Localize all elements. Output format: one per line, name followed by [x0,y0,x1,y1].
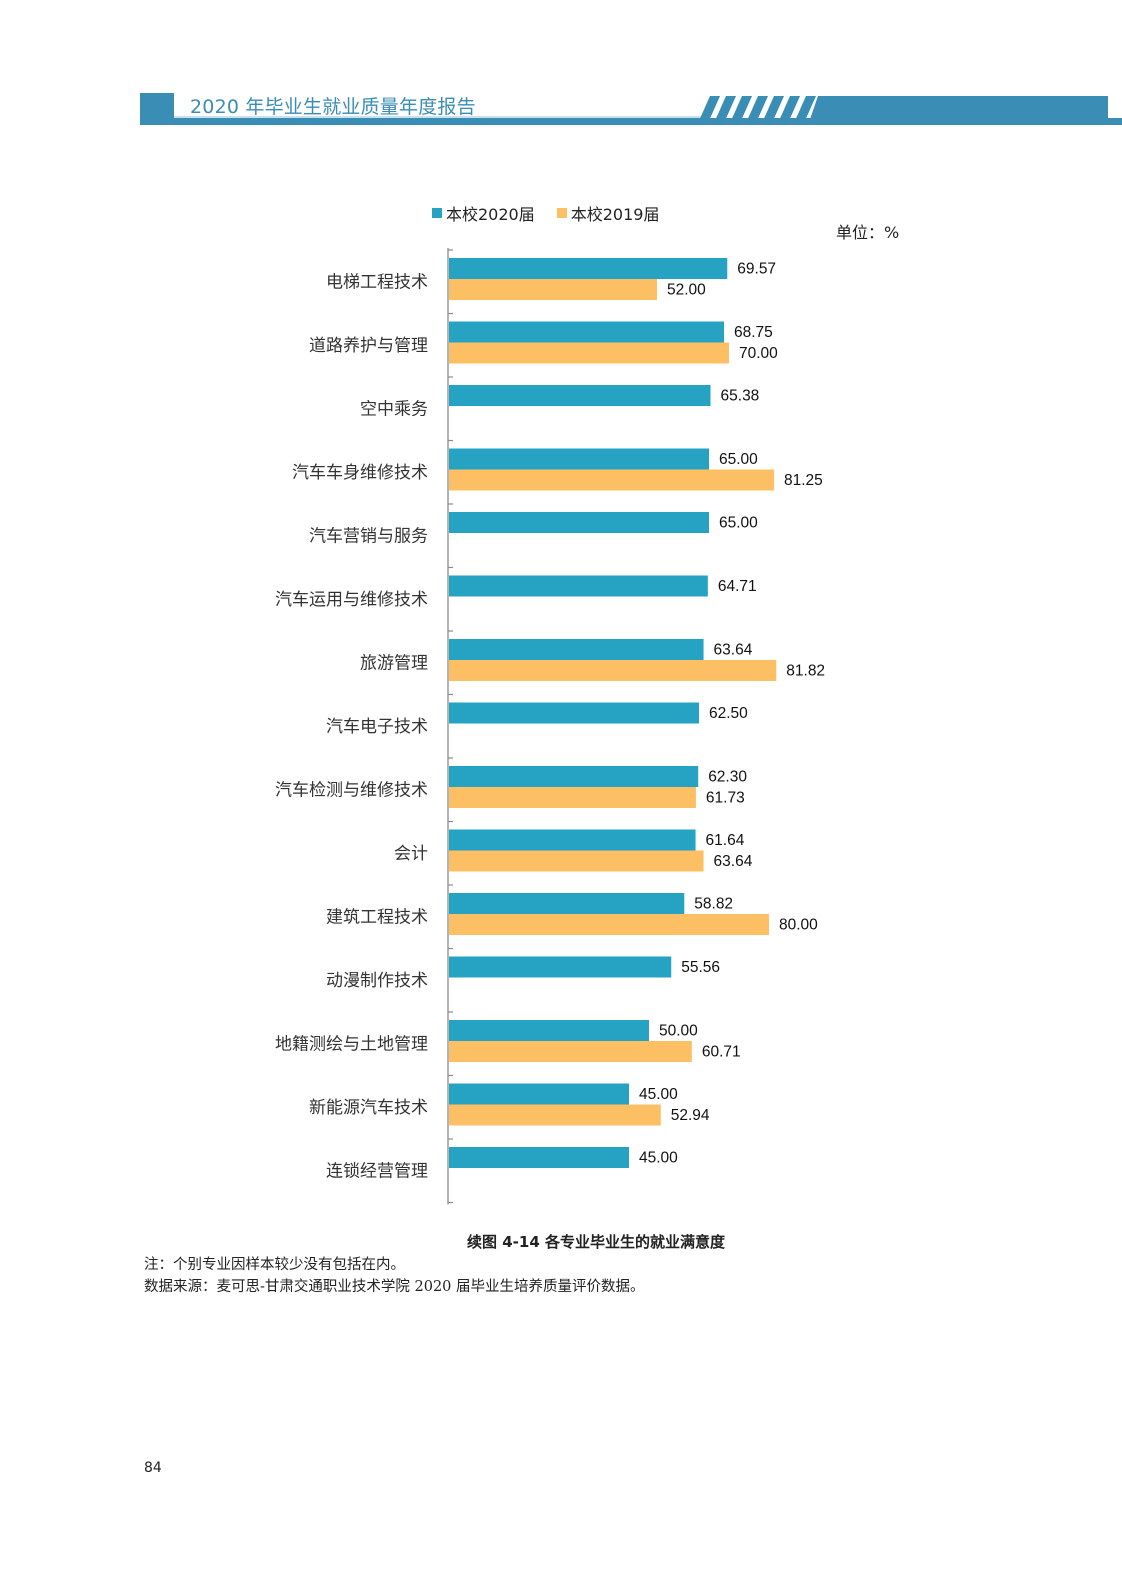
category-label: 汽车营销与服务 [309,526,428,546]
data-label-2020: 65.00 [719,451,758,468]
legend-label-2020: 本校2020届 [446,205,535,224]
legend-label-2019: 本校2019届 [570,205,660,224]
bar-2020 [449,258,728,279]
note-text: 注：个别专业因样本较少没有包括在内。 [144,1257,405,1273]
category-label: 汽车车身维修技术 [292,463,428,483]
category-label: 空中乘务 [360,399,428,419]
data-label-2019: 52.94 [671,1107,710,1124]
category-label: 新能源汽车技术 [309,1098,428,1118]
bar-2020 [449,1020,649,1041]
data-label-2020: 45.00 [639,1086,678,1103]
bar-2020 [449,321,724,343]
legend-swatch-2020 [432,208,442,218]
bar-2020 [449,893,685,914]
category-label: 地籍测绘与土地管理 [275,1034,428,1054]
category-label: 连锁经营管理 [326,1161,428,1181]
header-underline [174,118,704,125]
data-label-2020: 69.57 [737,261,776,278]
bar-2020 [449,512,709,533]
category-label: 动漫制作技术 [326,971,428,991]
data-label-2020: 65.00 [719,515,758,532]
bar-2019 [449,342,729,364]
category-label: 道路养护与管理 [309,336,428,356]
data-label-2019: 52.00 [667,282,706,299]
category-label: 汽车检测与维修技术 [275,780,428,800]
category-label: 汽车电子技术 [326,717,428,737]
bar-2020 [449,448,709,470]
bar-2020 [449,385,711,406]
header-stripes [698,96,816,123]
data-label-2020: 65.38 [721,388,760,405]
unit-label: 单位：% [836,223,900,242]
bar-2020 [449,639,704,660]
bar-2019 [449,1104,661,1126]
chart-legend: 本校2020届 本校2019届 [432,201,681,225]
data-label-2020: 62.50 [709,705,748,722]
source-text: 数据来源：麦可思-甘肃交通职业技术学院 2020 届毕业生培养质量评价数据。 [144,1279,645,1295]
data-label-2020: 62.30 [708,769,747,786]
category-label: 电梯工程技术 [326,272,428,292]
data-label-2020: 45.00 [639,1150,678,1167]
legend-item-2019: 本校2019届 [556,201,660,225]
bar-2020 [449,1147,629,1168]
bar-2020 [449,702,699,724]
bar-2019 [449,787,696,808]
bar-2019 [449,660,777,681]
category-label: 旅游管理 [360,653,428,673]
bar-2019 [449,1041,692,1062]
bar-2020 [449,575,708,597]
bar-2019 [449,850,704,872]
data-label-2020: 61.64 [706,832,745,849]
data-label-2019: 63.64 [714,853,753,870]
header-square [140,93,174,125]
data-label-2020: 63.64 [714,642,753,659]
legend-swatch-2019 [556,208,567,218]
header-stripe-band [690,96,1122,125]
figure-caption: 续图 4-14 各专业毕业生的就业满意度 [467,1233,725,1251]
data-label-2019: 60.71 [702,1044,741,1061]
bar-2020 [449,766,699,787]
bar-2019 [449,914,769,935]
data-label-2019: 61.73 [706,790,745,807]
data-label-2020: 50.00 [659,1023,698,1040]
data-label-2020: 64.71 [718,578,757,595]
category-label: 建筑工程技术 [326,907,428,927]
data-label-2019: 80.00 [779,917,818,934]
category-label: 汽车运用与维修技术 [275,590,428,610]
data-label-2020: 68.75 [734,324,773,341]
data-label-2020: 58.82 [694,896,733,913]
data-label-2019: 81.82 [786,663,825,680]
header-underline-highlight [174,116,704,118]
bar-2020 [449,829,696,851]
data-label-2019: 81.25 [784,472,823,489]
category-label: 会计 [394,844,428,864]
bar-2019 [449,279,657,300]
header-title: 2020 年毕业生就业质量年度报告 [190,96,476,118]
data-label-2019: 70.00 [739,345,778,362]
bar-2019 [449,469,774,491]
bar-2020 [449,956,672,978]
legend-item-2020: 本校2020届 [432,201,535,225]
page-number: 84 [144,1460,162,1476]
data-label-2020: 55.56 [681,959,720,976]
bar-2020 [449,1083,629,1105]
header-band-solid [808,96,1108,125]
